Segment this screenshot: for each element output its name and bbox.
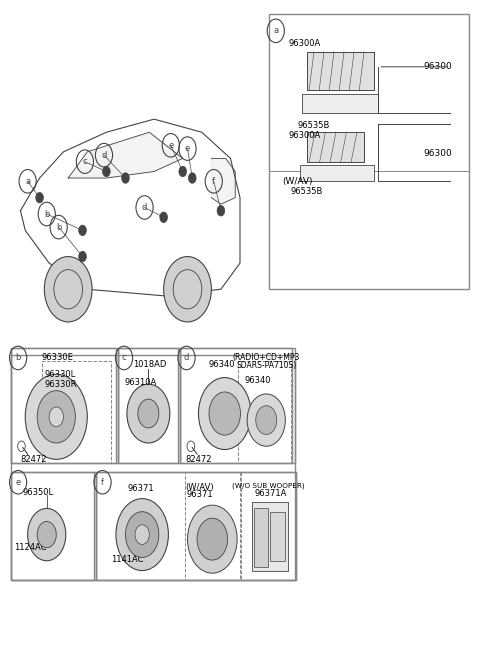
Bar (11, 348, 118, 463)
Text: 96371A: 96371A (255, 489, 287, 498)
Text: 82472: 82472 (21, 455, 47, 464)
Text: d: d (101, 150, 107, 160)
Text: (W/AV): (W/AV) (185, 483, 214, 492)
Bar (11, 472, 95, 580)
Bar (302, 95, 378, 112)
Circle shape (125, 512, 159, 558)
Text: 96330E: 96330E (42, 353, 74, 363)
Bar (307, 52, 373, 90)
Text: 96371: 96371 (128, 484, 155, 493)
Circle shape (199, 378, 251, 449)
Text: (W/O SUB WOOPER): (W/O SUB WOOPER) (232, 482, 305, 489)
Text: 1141AC: 1141AC (111, 555, 144, 564)
Bar (180, 348, 292, 463)
Circle shape (103, 166, 110, 177)
Circle shape (79, 251, 86, 261)
Text: b: b (44, 210, 49, 219)
Text: e: e (15, 478, 21, 487)
Circle shape (49, 407, 63, 426)
Text: b: b (15, 353, 21, 363)
Text: SDARS-PA710S): SDARS-PA710S) (236, 361, 296, 371)
Bar (96, 472, 296, 580)
Text: f: f (101, 478, 104, 487)
Bar (270, 512, 285, 560)
Text: 96300A: 96300A (288, 39, 321, 49)
Circle shape (209, 392, 240, 435)
Text: 96535B: 96535B (298, 121, 330, 130)
Text: 1018AD: 1018AD (132, 360, 166, 369)
Text: 96300A: 96300A (288, 131, 321, 140)
Bar (252, 502, 288, 570)
Circle shape (116, 499, 168, 570)
Text: f: f (212, 177, 215, 186)
Circle shape (79, 225, 86, 236)
Circle shape (25, 374, 87, 459)
Text: 96330R: 96330R (44, 380, 77, 388)
Bar (254, 509, 268, 567)
Text: 96300: 96300 (424, 62, 452, 72)
Text: c: c (122, 353, 126, 363)
Bar (11, 355, 295, 580)
Text: 96310A: 96310A (124, 378, 156, 387)
Bar (42, 361, 111, 463)
Circle shape (135, 525, 149, 545)
Bar (118, 348, 180, 463)
Text: 1124AC: 1124AC (14, 543, 47, 552)
Text: 96371: 96371 (186, 489, 213, 499)
Bar (180, 348, 295, 463)
Bar (238, 361, 291, 463)
Text: 82472: 82472 (185, 455, 212, 464)
Text: e: e (185, 144, 190, 153)
Circle shape (179, 166, 187, 177)
Bar (300, 165, 373, 181)
Text: (W/AV): (W/AV) (282, 177, 312, 186)
Circle shape (28, 509, 66, 560)
Circle shape (127, 384, 170, 443)
Circle shape (217, 206, 225, 216)
Circle shape (37, 391, 75, 443)
Polygon shape (68, 132, 183, 178)
Bar (307, 132, 364, 162)
Text: 96330L: 96330L (44, 370, 75, 379)
Text: e: e (168, 141, 173, 150)
Text: c: c (83, 157, 87, 166)
Bar (96, 472, 296, 580)
Text: 96340: 96340 (245, 376, 271, 386)
Text: (RADIO+CD+MP3: (RADIO+CD+MP3 (232, 353, 300, 363)
Circle shape (160, 212, 168, 223)
Text: b: b (56, 223, 61, 232)
Polygon shape (211, 158, 235, 204)
Circle shape (164, 256, 211, 322)
Text: a: a (273, 26, 278, 35)
Text: 96300: 96300 (424, 148, 452, 158)
Bar (11, 472, 96, 580)
Circle shape (197, 518, 228, 560)
Circle shape (37, 522, 56, 548)
Circle shape (256, 406, 277, 434)
Circle shape (36, 193, 43, 203)
Circle shape (121, 173, 129, 183)
Circle shape (44, 256, 92, 322)
Circle shape (189, 173, 196, 183)
Text: d: d (142, 203, 147, 212)
Text: d: d (184, 353, 189, 363)
Circle shape (247, 394, 285, 446)
Text: 96350L: 96350L (23, 487, 54, 497)
Circle shape (188, 505, 237, 573)
Bar (11, 348, 116, 463)
Bar (118, 348, 178, 463)
Text: 96535B: 96535B (290, 187, 323, 196)
Bar (269, 14, 469, 289)
Bar (185, 472, 240, 580)
Circle shape (138, 399, 159, 428)
Text: a: a (25, 177, 30, 186)
Text: 96340: 96340 (209, 360, 236, 369)
Bar (241, 472, 295, 580)
